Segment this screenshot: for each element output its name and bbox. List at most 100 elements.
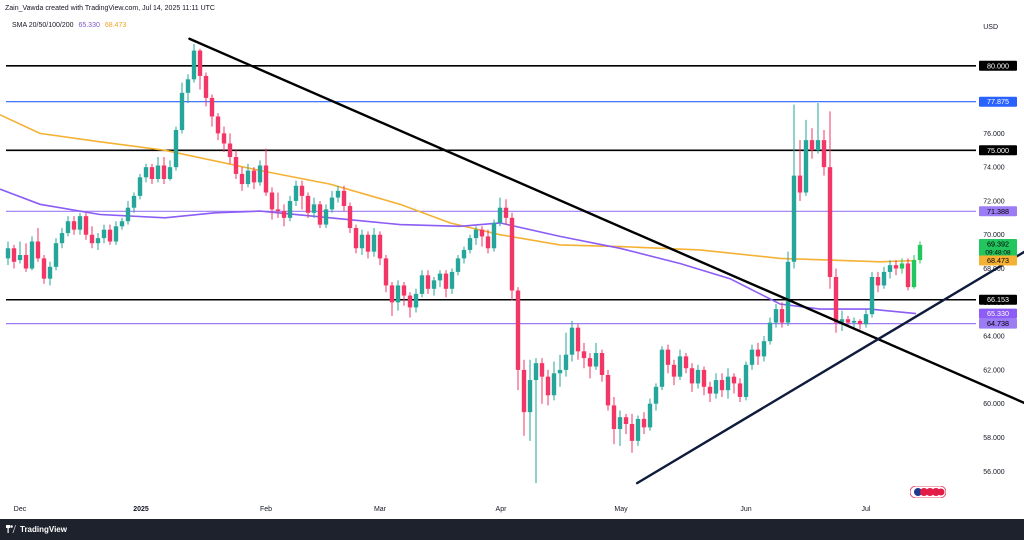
candle-body[interactable] (419, 275, 425, 294)
candle-body[interactable] (725, 376, 731, 391)
candle-body[interactable] (707, 386, 713, 394)
candle-body[interactable] (485, 236, 491, 249)
candle-body[interactable] (815, 140, 821, 151)
price-label-66.153[interactable]: 66.153 (979, 294, 1017, 305)
candle-body[interactable] (623, 417, 629, 424)
candle-body[interactable] (905, 263, 911, 288)
candle-body[interactable] (149, 167, 155, 179)
candle-body[interactable] (239, 173, 245, 185)
candle-body[interactable] (119, 221, 125, 227)
candle-body[interactable] (791, 175, 797, 262)
candle-body[interactable] (839, 319, 845, 323)
price-label-80.000[interactable]: 80.000 (979, 60, 1017, 71)
candle-body[interactable] (461, 249, 467, 259)
candle-body[interactable] (545, 376, 551, 396)
candle-body[interactable] (29, 241, 35, 269)
candle-body[interactable] (779, 309, 785, 323)
candle-body[interactable] (899, 263, 905, 269)
candle-body[interactable] (371, 234, 377, 252)
candle-body[interactable] (233, 157, 239, 174)
candle-body[interactable] (41, 258, 47, 279)
candle-body[interactable] (11, 248, 17, 262)
candle-body[interactable] (209, 97, 215, 117)
candle-body[interactable] (473, 229, 479, 239)
price-label-75.000[interactable]: 75.000 (979, 145, 1017, 156)
candle-body[interactable] (893, 265, 899, 269)
candle-body[interactable] (107, 229, 113, 242)
candle-body[interactable] (341, 190, 347, 207)
candle-body[interactable] (167, 167, 173, 179)
us-flag-icon[interactable] (910, 486, 946, 498)
candle-body[interactable] (845, 319, 851, 323)
candle-body[interactable] (743, 364, 749, 397)
candle-body[interactable] (767, 322, 773, 342)
candle-body[interactable] (557, 369, 563, 374)
candle-body[interactable] (137, 177, 143, 196)
candle-body[interactable] (275, 209, 281, 212)
candle-body[interactable] (155, 165, 161, 179)
candle-body[interactable] (323, 209, 329, 225)
candle-body[interactable] (491, 222, 497, 249)
candle-body[interactable] (263, 165, 269, 193)
candle-body[interactable] (53, 243, 59, 267)
candle-body[interactable] (383, 258, 389, 286)
candle-body[interactable] (479, 229, 485, 237)
candle-body[interactable] (203, 75, 209, 98)
candle-body[interactable] (683, 356, 689, 369)
candle-body[interactable] (143, 167, 149, 178)
candle-body[interactable] (575, 327, 581, 352)
candle-body[interactable] (5, 248, 11, 259)
candle-body[interactable] (221, 133, 227, 144)
candle-body[interactable] (773, 309, 779, 323)
candle-body[interactable] (245, 170, 251, 185)
candle-body[interactable] (509, 217, 515, 291)
candle-body[interactable] (911, 260, 917, 288)
candle-body[interactable] (647, 403, 653, 428)
candle-body[interactable] (605, 374, 611, 406)
candle-body[interactable] (833, 276, 839, 323)
candle-body[interactable] (629, 423, 635, 441)
candle-body[interactable] (299, 185, 305, 196)
candle-body[interactable] (455, 258, 461, 272)
candle-body[interactable] (287, 200, 293, 218)
candle-body[interactable] (617, 417, 623, 430)
candle-body[interactable] (719, 380, 725, 391)
candle-body[interactable] (539, 363, 545, 377)
candle-body[interactable] (497, 207, 503, 223)
sma-200-line[interactable] (0, 114, 917, 263)
candle-body[interactable] (755, 349, 761, 357)
candle-body[interactable] (587, 358, 593, 367)
candle-body[interactable] (293, 185, 299, 201)
candle-body[interactable] (695, 369, 701, 384)
candle-body[interactable] (407, 295, 413, 308)
candle-body[interactable] (257, 165, 263, 183)
candle-body[interactable] (863, 314, 869, 325)
candle-body[interactable] (17, 255, 23, 261)
candle-body[interactable] (611, 405, 617, 430)
candle-body[interactable] (269, 192, 275, 210)
candle-body[interactable] (515, 290, 521, 370)
candle-body[interactable] (35, 241, 41, 259)
candle-body[interactable] (335, 190, 341, 198)
candle-body[interactable] (599, 353, 605, 375)
candle-body[interactable] (569, 327, 575, 355)
candle-body[interactable] (125, 207, 131, 222)
candle-body[interactable] (761, 341, 767, 357)
tradingview-brand[interactable]: TradingView (20, 525, 67, 534)
candle-body[interactable] (443, 273, 449, 289)
candle-body[interactable] (185, 79, 191, 93)
candle-body[interactable] (131, 195, 137, 208)
candle-body[interactable] (869, 276, 875, 315)
candle-body[interactable] (797, 175, 803, 193)
candle-body[interactable] (677, 356, 683, 377)
candle-body[interactable] (161, 165, 167, 179)
candle-body[interactable] (281, 211, 287, 218)
candle-body[interactable] (365, 234, 371, 252)
candle-body[interactable] (215, 116, 221, 134)
candle-body[interactable] (47, 266, 53, 279)
candle-body[interactable] (665, 349, 671, 365)
price-label-64.738[interactable]: 64.738 (979, 318, 1017, 329)
candle-body[interactable] (635, 418, 641, 441)
candle-body[interactable] (809, 140, 815, 151)
